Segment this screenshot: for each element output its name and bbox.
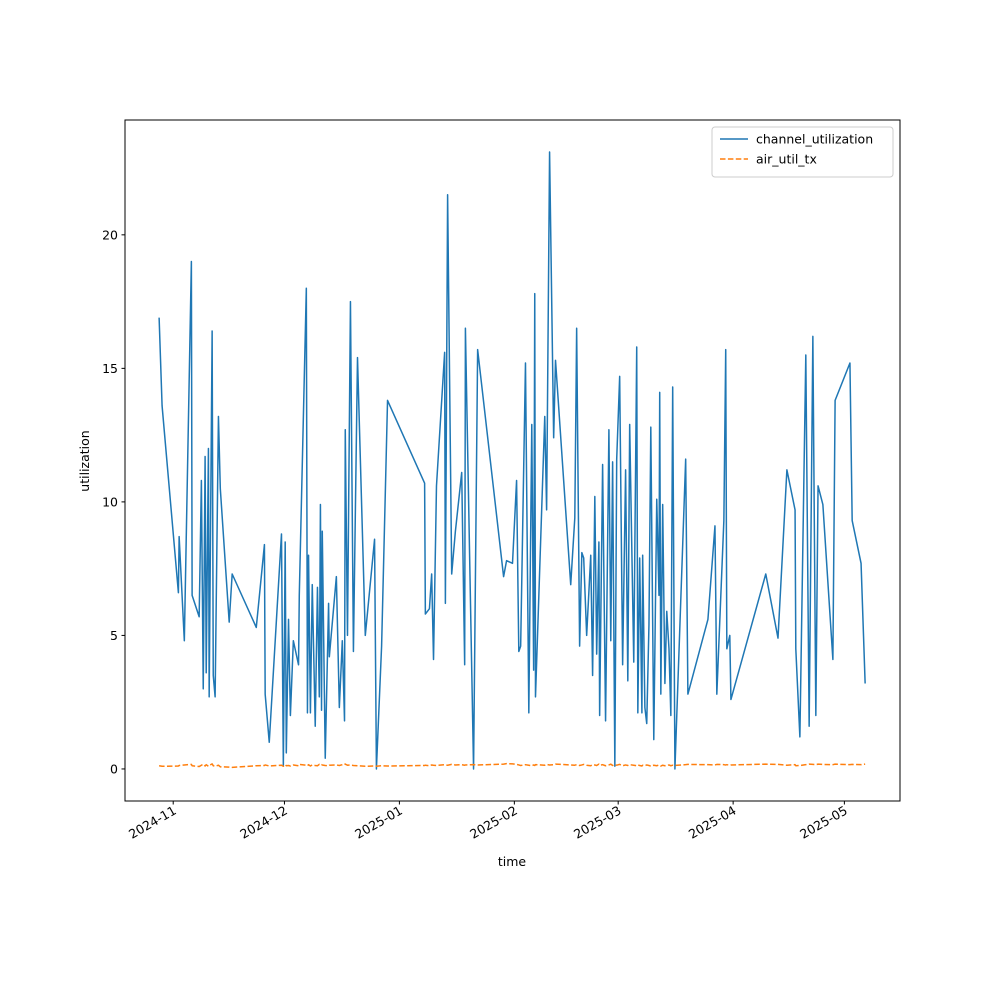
series-line	[158, 762, 866, 769]
y-tick-label: 15	[102, 361, 118, 376]
x-tick-label: 2025-03	[571, 803, 624, 842]
y-tick-label: 5	[110, 628, 118, 643]
legend-box	[711, 126, 894, 178]
x-tick-label: 2025-02	[467, 803, 520, 842]
x-tick-label: 2025-01	[352, 803, 405, 842]
y-tick-label: 10	[102, 494, 118, 509]
legend-label: channel_utilization	[756, 132, 873, 147]
legend-label: air_util_tx	[756, 152, 817, 167]
series-line	[158, 151, 866, 770]
legend: channel_utilization air_util_tx	[711, 126, 894, 178]
x-tick-label: 2025-05	[797, 803, 850, 842]
axes-frame	[124, 119, 901, 802]
y-axis-label: utilization	[77, 430, 92, 491]
x-tick-label: 2025-04	[686, 803, 739, 842]
x-axis-label: time	[498, 854, 527, 869]
x-tick-label: 2024-11	[126, 803, 179, 842]
y-tick-label: 0	[110, 761, 118, 776]
x-tick-label: 2024-12	[237, 803, 290, 842]
y-tick-label: 20	[102, 227, 118, 242]
